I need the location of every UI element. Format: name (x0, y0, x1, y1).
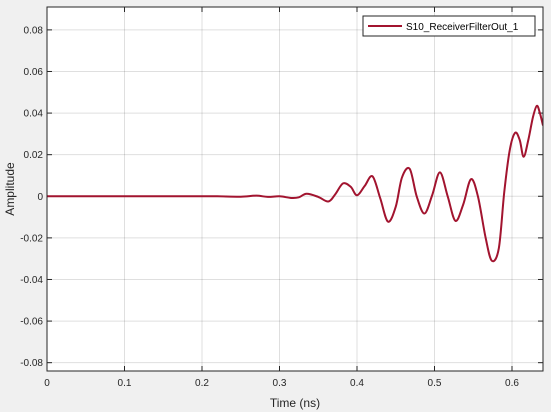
y-tick-label: 0.08 (24, 25, 44, 36)
legend-box (362, 15, 536, 37)
legend-entry-0: S10_ReceiverFilterOut_1 (406, 22, 519, 33)
x-axis-label: Time (ns) (270, 396, 320, 410)
series-traces (47, 104, 543, 263)
plot-area (47, 7, 543, 371)
legend[interactable]: S10_ReceiverFilterOut_1 (362, 15, 536, 37)
x-tick-label: 0.6 (505, 378, 519, 389)
plot-border (46, 6, 544, 372)
y-tick-label: 0 (37, 192, 43, 203)
y-axis-label: Amplitude (3, 162, 17, 216)
series-line-0 (47, 104, 543, 263)
y-tick-label: -0.02 (20, 233, 43, 244)
y-tick-label: 0.06 (24, 67, 44, 78)
y-tick-label: -0.04 (20, 275, 43, 286)
y-axis: -0.08 -0.06 -0.04 -0.02 0 0.02 0.04 0.06 0.08 (20, 25, 543, 369)
x-tick-label: 0.3 (273, 378, 287, 389)
x-tick-label: 0.2 (195, 378, 209, 389)
y-tick-label: 0.02 (24, 150, 44, 161)
x-tick-label: 0.5 (428, 378, 442, 389)
x-tick-label: 0.1 (118, 378, 132, 389)
x-tick-label: 0 (44, 378, 50, 389)
y-tick-label: 0.04 (24, 109, 44, 120)
y-tick-label: -0.08 (20, 358, 43, 369)
x-tick-label: 0.4 (350, 378, 364, 389)
y-tick-label: -0.06 (20, 317, 43, 328)
